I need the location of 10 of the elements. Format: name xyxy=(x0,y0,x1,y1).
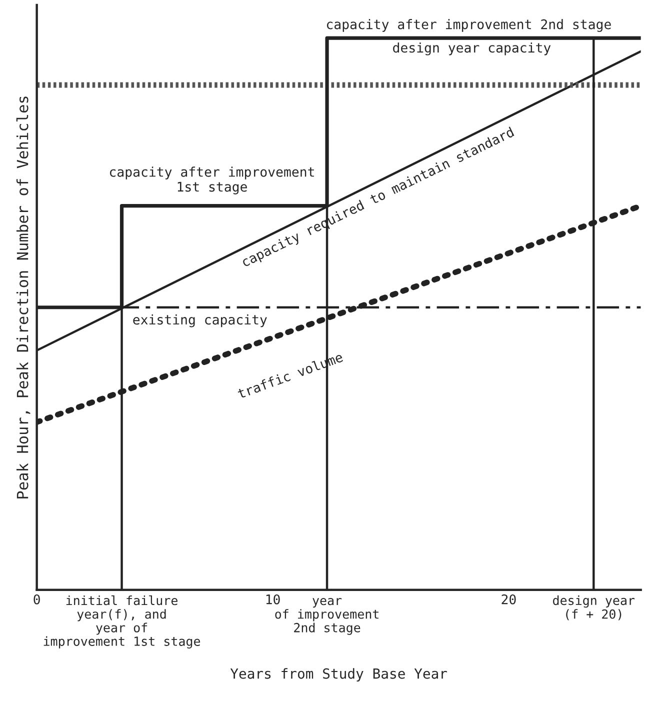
y-axis-title: Peak Hour, Peak Direction Number of Vehicles xyxy=(16,96,30,498)
x-tick-label: 0 xyxy=(34,594,40,604)
text: capacity after improvement 2nd stage xyxy=(326,19,611,32)
x-tick-label: 20 xyxy=(502,594,516,604)
annotation: design year capacity xyxy=(393,42,551,56)
annotation: existing capacity xyxy=(133,314,267,328)
annotation: design year (f + 20) xyxy=(553,595,635,620)
x-axis-title: Years from Study Base Year xyxy=(230,668,448,682)
annotation: initial failure year(f), and year of improvement 1st stage xyxy=(44,595,200,648)
annotation: capacity after improvement 1st stage xyxy=(110,166,314,194)
